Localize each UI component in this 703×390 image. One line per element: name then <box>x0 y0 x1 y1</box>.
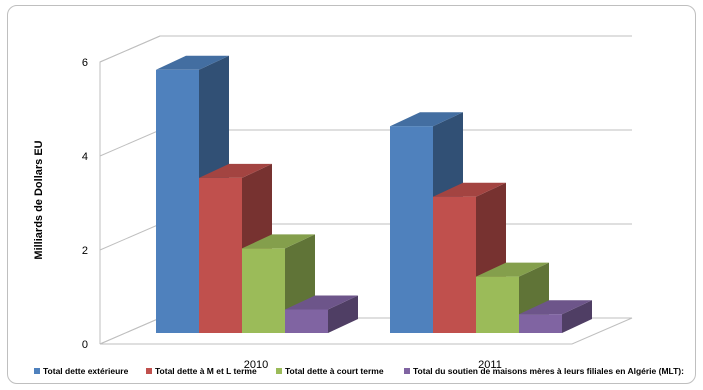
legend-swatch <box>276 368 282 374</box>
y-tick-label: 6 <box>82 57 88 69</box>
legend-swatch <box>146 368 152 374</box>
bar-front <box>285 309 328 333</box>
bar-front <box>476 276 519 333</box>
bar-top <box>285 295 358 310</box>
bar-side <box>328 295 358 333</box>
bar-top <box>476 262 549 277</box>
bar <box>285 295 358 333</box>
x-tick-labels: 2010 2011 <box>244 359 502 371</box>
bar-top <box>199 163 272 178</box>
x-tick-label: 2010 <box>244 359 268 371</box>
legend-label: Total dette à court terme <box>285 366 384 376</box>
legend-swatch <box>404 368 410 374</box>
x-tick-label: 2011 <box>478 359 502 371</box>
legend-item: Total dette à court terme <box>276 366 384 376</box>
legend: Total dette extérieure Total dette à M et… <box>34 366 684 376</box>
bar-front <box>199 177 242 333</box>
legend-label: Total dette extérieure <box>43 366 129 376</box>
legend-label: Total dette à M et L terme <box>155 366 257 376</box>
bar-front <box>242 248 285 333</box>
y-axis-label: Milliards de Dollars EU <box>33 140 45 259</box>
legend-swatch <box>34 368 40 374</box>
y-tick-labels: 0 2 4 6 <box>82 57 88 351</box>
y-tick-label: 4 <box>82 151 88 163</box>
bar-front <box>390 126 433 333</box>
bars <box>156 55 592 334</box>
bar-top <box>433 182 506 197</box>
side-wall <box>99 35 161 344</box>
gridline <box>99 35 632 63</box>
bar-top <box>156 55 229 70</box>
bar-front <box>156 69 199 334</box>
bar-top <box>242 234 315 249</box>
legend-item: Total dette extérieure <box>34 366 129 376</box>
bar-top <box>390 112 463 127</box>
bar-side <box>562 300 592 333</box>
legend-label: Total du soutien de maisons mères à leur… <box>413 366 684 376</box>
bar-top <box>519 300 592 315</box>
y-tick-label: 2 <box>82 245 88 257</box>
bar-front <box>519 314 562 333</box>
bar-front <box>433 196 476 333</box>
y-tick-label: 0 <box>82 339 88 351</box>
bar <box>519 300 592 333</box>
legend-item: Total dette à M et L terme <box>146 366 257 376</box>
legend-item: Total du soutien de maisons mères à leur… <box>404 366 684 376</box>
